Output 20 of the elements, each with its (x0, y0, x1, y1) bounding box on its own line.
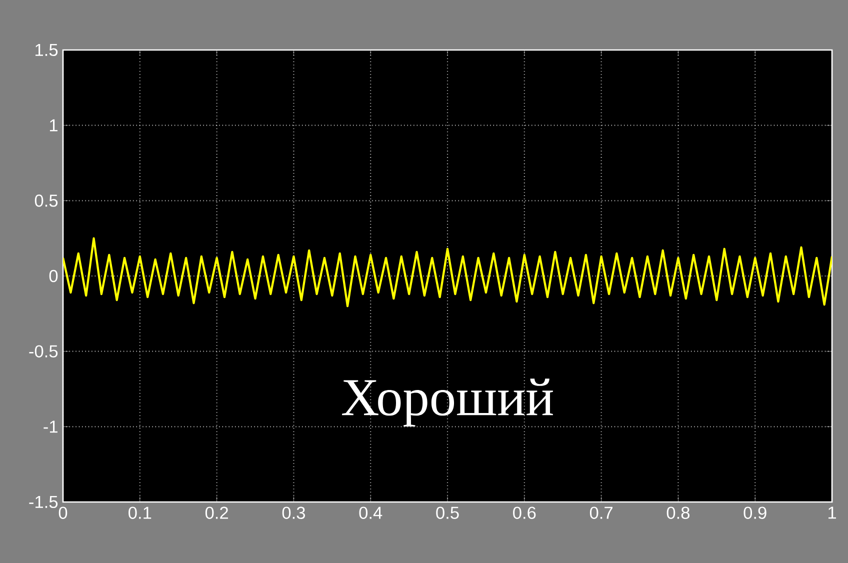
x-tick-label: 0.8 (666, 506, 690, 519)
y-tick-label: 0 (49, 270, 58, 282)
x-tick-label: 0.2 (205, 506, 228, 519)
x-tick-label: 0.6 (513, 506, 536, 519)
y-tick-label: -1.5 (29, 496, 58, 508)
x-tick-label: 1 (828, 506, 836, 519)
x-tick-label: 0.1 (128, 506, 152, 519)
x-tick-label: 0.9 (744, 506, 766, 519)
y-tick-label: 1 (50, 119, 58, 132)
x-tick-label: 0.3 (282, 506, 305, 519)
x-tick-label: 0.7 (590, 506, 612, 519)
x-tick-label: 0.4 (359, 506, 382, 519)
x-tick-label: 0 (58, 506, 68, 519)
y-tick-label: 1.5 (36, 44, 58, 56)
annotation: Хороший (342, 378, 553, 426)
line-series (63, 237, 832, 308)
y-tick-label: -0.5 (29, 345, 58, 358)
y-tick-label: 0.5 (34, 194, 58, 207)
y-tick-label: -1 (44, 420, 58, 433)
x-tick-label: 0.5 (436, 506, 459, 519)
